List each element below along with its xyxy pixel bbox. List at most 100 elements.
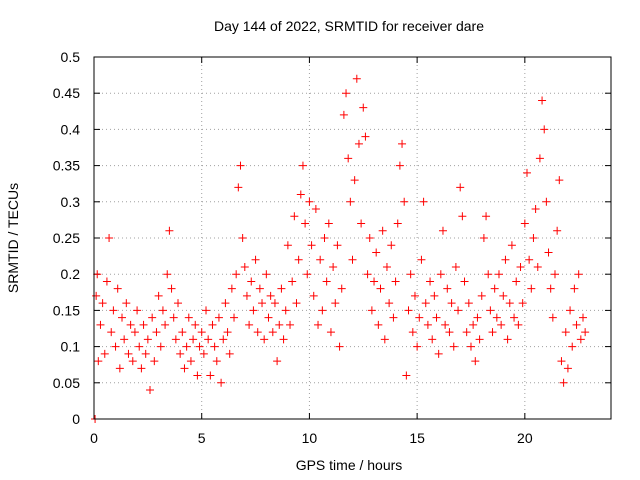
x-tick-labels: 0 5 10 15 20 — [90, 57, 533, 446]
data-point — [234, 183, 243, 192]
data-point — [301, 219, 310, 228]
data-point — [462, 328, 471, 337]
data-point — [93, 270, 102, 279]
data-point — [363, 270, 372, 279]
y-tick-label: 0.3 — [61, 194, 81, 210]
data-point — [430, 291, 439, 300]
data-point — [113, 284, 122, 293]
data-point — [152, 328, 161, 337]
data-point — [320, 234, 329, 242]
data-point — [120, 335, 129, 344]
data-point — [514, 320, 523, 329]
data-point — [510, 313, 519, 322]
data-point — [208, 320, 217, 329]
data-point — [286, 320, 295, 329]
data-point — [324, 219, 333, 228]
data-point — [464, 299, 473, 308]
data-point — [389, 313, 398, 322]
data-point — [247, 277, 256, 286]
data-point — [322, 277, 331, 286]
data-point — [566, 306, 575, 315]
y-tick-label: 0.1 — [61, 339, 81, 355]
data-point — [475, 335, 484, 344]
data-point — [458, 212, 467, 221]
data-point — [124, 349, 133, 358]
data-point — [512, 277, 521, 286]
data-point — [344, 154, 353, 163]
data-point — [266, 291, 275, 300]
data-points — [91, 74, 590, 423]
data-point — [100, 349, 109, 358]
data-point — [482, 212, 491, 221]
data-point — [441, 320, 450, 329]
data-point — [230, 313, 239, 322]
data-point — [346, 197, 355, 206]
data-point — [191, 320, 200, 329]
data-point — [165, 226, 174, 235]
data-point — [212, 357, 221, 366]
data-point — [176, 349, 185, 358]
data-point — [180, 364, 189, 373]
y-tick-label: 0.2 — [61, 266, 81, 282]
data-point — [298, 161, 307, 170]
data-point — [148, 313, 157, 322]
data-point — [460, 277, 469, 286]
data-point — [494, 270, 503, 279]
data-point — [451, 262, 460, 271]
data-point — [139, 320, 148, 329]
data-point — [339, 110, 348, 119]
data-point — [210, 342, 219, 351]
data-point — [578, 313, 587, 322]
data-point — [372, 248, 381, 257]
data-point — [258, 299, 267, 308]
data-point — [296, 190, 305, 199]
data-point — [311, 205, 320, 214]
data-point — [445, 328, 454, 337]
data-point — [486, 306, 495, 315]
data-point — [473, 313, 482, 322]
data-point — [505, 299, 514, 308]
data-point — [163, 270, 172, 279]
data-point — [471, 357, 480, 366]
data-point — [540, 125, 549, 134]
data-point — [419, 197, 428, 206]
data-point — [417, 255, 426, 264]
data-point — [133, 306, 142, 315]
data-point — [391, 277, 400, 286]
data-point — [141, 349, 150, 358]
data-point — [546, 284, 555, 293]
y-tick-label: 0.05 — [53, 375, 80, 391]
data-point — [279, 335, 288, 344]
data-point — [533, 262, 542, 271]
data-point — [331, 299, 340, 308]
data-point — [559, 378, 568, 387]
data-point — [294, 255, 303, 264]
data-point — [242, 291, 251, 300]
data-point — [477, 291, 486, 300]
data-point — [542, 197, 551, 206]
data-point — [238, 234, 247, 242]
data-point — [434, 349, 443, 358]
data-point — [544, 248, 553, 257]
data-point — [574, 270, 583, 279]
data-point — [275, 320, 284, 329]
data-point — [400, 197, 409, 206]
data-point — [525, 255, 534, 264]
data-point — [497, 320, 506, 329]
data-point — [146, 386, 155, 395]
data-point — [109, 306, 118, 315]
x-tick-label: 10 — [302, 430, 318, 446]
data-point — [466, 342, 475, 351]
data-point — [333, 241, 342, 250]
data-point — [538, 96, 547, 105]
data-point — [273, 357, 282, 366]
data-point — [329, 262, 338, 271]
data-point — [307, 241, 316, 250]
data-point — [490, 284, 499, 293]
data-point — [454, 306, 463, 315]
data-point — [281, 306, 290, 315]
data-point — [553, 226, 562, 235]
y-tick-label: 0.45 — [53, 85, 80, 101]
data-point — [195, 342, 204, 351]
